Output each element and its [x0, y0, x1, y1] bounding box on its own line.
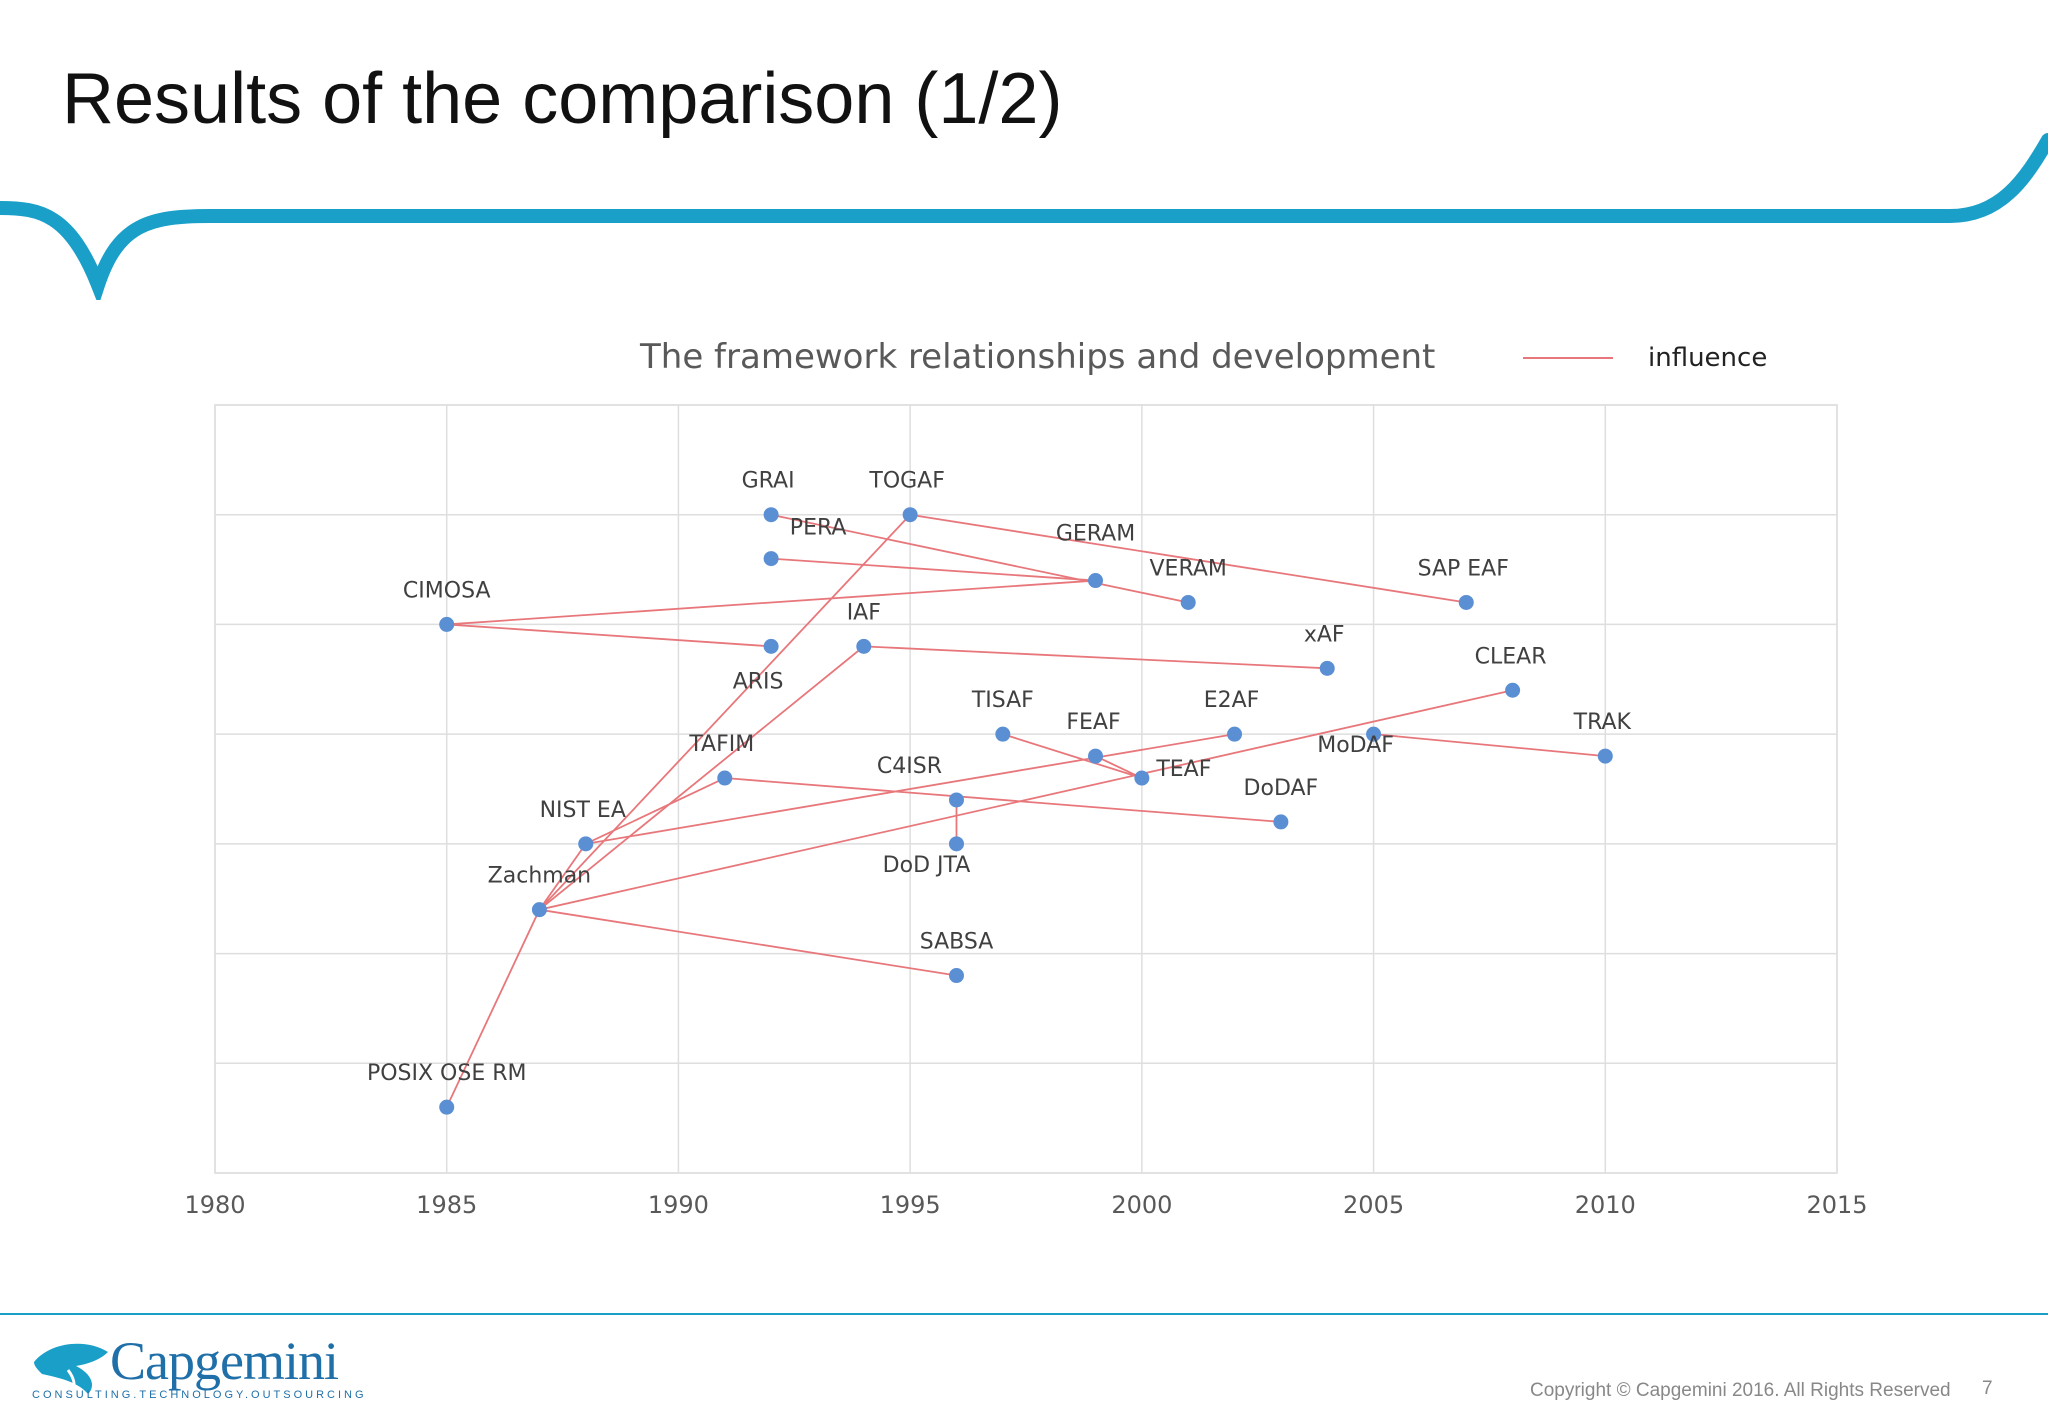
x-tick-label: 2005 [1343, 1191, 1404, 1219]
plot-area [214, 404, 1838, 1174]
point-label-dodjta: DoD JTA [883, 853, 971, 878]
data-point-pera[interactable] [763, 551, 779, 567]
point-label-zachman: Zachman [488, 864, 591, 889]
data-point-togaf[interactable] [902, 507, 918, 523]
point-label-togaf: TOGAF [868, 469, 945, 494]
influence-line [770, 513, 1189, 604]
x-tick-label: 2015 [1806, 1191, 1867, 1219]
influence-line [910, 513, 1467, 604]
influence-line [538, 843, 587, 911]
influence-line [771, 557, 1096, 582]
x-tick-label: 2000 [1111, 1191, 1172, 1219]
data-point-modaf[interactable] [1366, 726, 1382, 742]
brand-logo-text[interactable]: Capgemini [110, 1331, 339, 1391]
point-label-clear: CLEAR [1475, 644, 1547, 669]
point-label-c4isr: C4ISR [877, 754, 942, 779]
data-point-nistea[interactable] [578, 836, 594, 852]
influence-line [585, 733, 1235, 845]
point-label-sapeaf: SAP EAF [1418, 556, 1509, 581]
data-point-clear[interactable] [1505, 682, 1521, 698]
influence-line [445, 909, 541, 1108]
data-points [439, 507, 1613, 1115]
data-point-geram[interactable] [1088, 573, 1104, 589]
point-label-geram: GERAM [1056, 522, 1135, 547]
influence-line [1002, 733, 1143, 779]
data-point-aris[interactable] [763, 638, 779, 654]
data-point-xaf[interactable] [1319, 660, 1335, 676]
point-label-grai: GRAI [742, 469, 795, 494]
x-tick-label: 1980 [184, 1191, 245, 1219]
chart-title: The framework relationships and developm… [639, 337, 1435, 377]
x-tick-label: 2010 [1575, 1191, 1636, 1219]
data-point-sapeaf[interactable] [1458, 594, 1474, 610]
point-label-aris: ARIS [733, 669, 784, 694]
data-point-e2af[interactable] [1227, 726, 1243, 742]
data-point-cimosa[interactable] [439, 616, 455, 632]
data-point-veram[interactable] [1180, 594, 1196, 610]
influence-line [539, 689, 1513, 911]
data-point-iaf[interactable] [856, 638, 872, 654]
data-point-teaf[interactable] [1134, 770, 1150, 786]
point-label-cimosa: CIMOSA [403, 578, 491, 603]
point-label-modaf: MoDAF [1317, 733, 1394, 758]
data-point-tisaf[interactable] [995, 726, 1011, 742]
influence-line [538, 514, 911, 911]
point-label-nistea: NIST EA [540, 798, 626, 823]
data-point-c4isr[interactable] [948, 792, 964, 808]
banner-swoosh-path [0, 133, 2048, 300]
point-label-tisaf: TISAF [971, 688, 1034, 713]
influence-line [724, 777, 1281, 823]
data-point-zachman[interactable] [531, 902, 547, 918]
framework-chart: POSIX OSE RM Zachman SABSA NIST EA DoD JTA C4… [184, 337, 1867, 1219]
page-number: 7 [1982, 1378, 1993, 1399]
influence-line [538, 645, 865, 911]
influence-line [585, 777, 726, 845]
copyright-text: Copyright © Capgemini 2016. All Rights R… [1530, 1380, 1951, 1401]
point-label-e2af: E2AF [1204, 688, 1260, 713]
data-point-tafim[interactable] [717, 770, 733, 786]
x-tick-label: 1990 [648, 1191, 709, 1219]
point-label-feaf: FEAF [1066, 710, 1120, 735]
point-label-xaf: xAF [1304, 622, 1345, 647]
capgemini-spade-icon [34, 1343, 108, 1394]
point-label-teaf: TEAF [1155, 757, 1211, 782]
point-label-pera: PERA [790, 516, 847, 541]
influence-line [446, 579, 1096, 626]
data-point-feaf[interactable] [1088, 748, 1104, 764]
data-point-posix[interactable] [439, 1099, 455, 1115]
point-labels: POSIX OSE RM Zachman SABSA NIST EA DoD JTA C4… [367, 469, 1632, 1086]
point-label-trak: TRAK [1573, 710, 1632, 735]
x-tick-label: 1995 [880, 1191, 941, 1219]
data-point-trak[interactable] [1597, 748, 1613, 764]
gridlines [214, 404, 1838, 1173]
point-label-iaf: IAF [847, 600, 881, 625]
data-point-grai[interactable] [763, 507, 779, 523]
influence-lines [445, 513, 1606, 1108]
footer-divider [0, 1313, 2048, 1315]
x-axis-ticks: 1980 1985 1990 1995 2000 2005 2010 2015 [184, 1191, 1867, 1219]
x-tick-label: 1985 [416, 1191, 477, 1219]
data-point-dodjta[interactable] [948, 836, 964, 852]
influence-line [863, 645, 1328, 670]
point-label-tafim: TAFIM [688, 732, 754, 757]
influence-line [539, 908, 957, 977]
legend-influence-label: influence [1648, 343, 1767, 373]
header-banner-swoosh [0, 133, 2048, 300]
point-label-dodaf: DoDAF [1244, 776, 1319, 801]
point-label-posix: POSIX OSE RM [367, 1061, 527, 1086]
data-point-dodaf[interactable] [1273, 814, 1289, 830]
influence-line [1373, 733, 1606, 757]
slide-title: Results of the comparison (1/2) [62, 59, 1063, 139]
influence-line [446, 623, 772, 648]
point-label-veram: VERAM [1150, 556, 1227, 581]
influence-line [1095, 755, 1143, 779]
data-point-sabsa[interactable] [948, 968, 964, 984]
brand-tagline: CONSULTING.TECHNOLOGY.OUTSOURCING [32, 1389, 367, 1401]
point-label-sabsa: SABSA [920, 930, 994, 955]
